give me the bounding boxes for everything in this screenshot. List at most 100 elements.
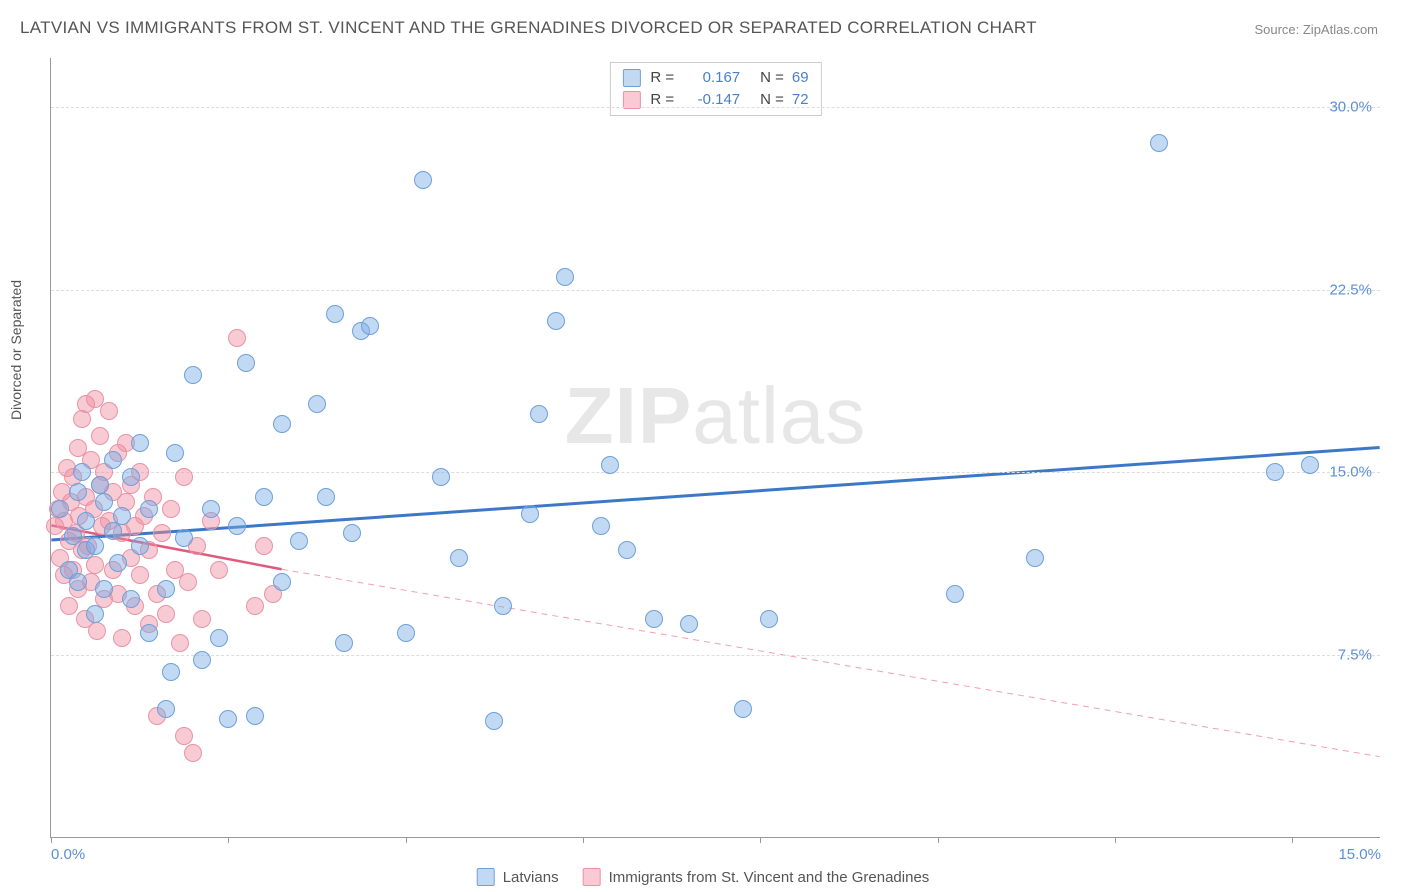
watermark: ZIPatlas	[565, 370, 866, 462]
y-tick-label: 7.5%	[1338, 647, 1372, 664]
data-point	[88, 622, 106, 640]
x-tick	[583, 837, 584, 843]
data-point	[618, 541, 636, 559]
data-point	[91, 427, 109, 445]
data-point	[109, 554, 127, 572]
data-point	[73, 463, 91, 481]
data-point	[246, 597, 264, 615]
x-tick	[1115, 837, 1116, 843]
data-point	[175, 529, 193, 547]
data-point	[153, 524, 171, 542]
data-point	[326, 305, 344, 323]
data-point	[157, 605, 175, 623]
data-point	[95, 493, 113, 511]
data-point	[255, 537, 273, 555]
data-point	[760, 610, 778, 628]
data-point	[1026, 549, 1044, 567]
data-point	[202, 500, 220, 518]
correlation-chart: LATVIAN VS IMMIGRANTS FROM ST. VINCENT A…	[0, 0, 1406, 892]
legend-r-label: R =	[650, 67, 674, 89]
data-point	[162, 500, 180, 518]
data-point	[179, 573, 197, 591]
data-point	[547, 312, 565, 330]
legend-series: Latvians Immigrants from St. Vincent and …	[477, 868, 930, 886]
data-point	[91, 476, 109, 494]
data-point	[308, 395, 326, 413]
data-point	[140, 500, 158, 518]
plot-area: ZIPatlas R =0.167N =69R =-0.147N =72 7.5…	[50, 58, 1380, 838]
data-point	[193, 610, 211, 628]
data-point	[69, 573, 87, 591]
data-point	[228, 329, 246, 347]
data-point	[162, 663, 180, 681]
data-point	[157, 700, 175, 718]
data-point	[1266, 463, 1284, 481]
data-point	[175, 468, 193, 486]
y-tick-label: 30.0%	[1329, 98, 1372, 115]
data-point	[237, 354, 255, 372]
data-point	[131, 566, 149, 584]
data-point	[140, 624, 158, 642]
x-tick	[406, 837, 407, 843]
data-point	[680, 615, 698, 633]
data-point	[592, 517, 610, 535]
data-point	[601, 456, 619, 474]
legend-swatch	[583, 868, 601, 886]
data-point	[734, 700, 752, 718]
data-point	[645, 610, 663, 628]
data-point	[193, 651, 211, 669]
x-tick	[1292, 837, 1293, 843]
legend-stats: R =0.167N =69R =-0.147N =72	[609, 62, 821, 116]
data-point	[64, 527, 82, 545]
legend-swatch	[477, 868, 495, 886]
data-point	[95, 580, 113, 598]
legend-swatch	[622, 69, 640, 87]
data-point	[290, 532, 308, 550]
data-point	[343, 524, 361, 542]
legend-series-label: Latvians	[503, 869, 559, 886]
legend-n-value: 69	[792, 67, 809, 89]
legend-series-label: Immigrants from St. Vincent and the Gren…	[609, 869, 930, 886]
x-tick-label: 15.0%	[1338, 846, 1381, 863]
data-point	[521, 505, 539, 523]
data-point	[414, 171, 432, 189]
data-point	[122, 590, 140, 608]
y-tick-label: 22.5%	[1329, 281, 1372, 298]
gridline	[51, 107, 1380, 108]
legend-r-value: 0.167	[682, 67, 740, 89]
x-tick	[228, 837, 229, 843]
data-point	[77, 512, 95, 530]
data-point	[432, 468, 450, 486]
data-point	[210, 629, 228, 647]
data-point	[166, 444, 184, 462]
legend-stat-row: R = 0.167 N = 69	[622, 67, 808, 89]
x-tick	[51, 837, 52, 843]
data-point	[175, 727, 193, 745]
x-tick	[760, 837, 761, 843]
data-point	[113, 629, 131, 647]
data-point	[113, 507, 131, 525]
data-point	[184, 366, 202, 384]
legend-n-label: N =	[760, 67, 784, 89]
data-point	[219, 710, 237, 728]
data-point	[69, 483, 87, 501]
data-point	[86, 537, 104, 555]
gridline	[51, 655, 1380, 656]
x-tick-label: 0.0%	[51, 846, 85, 863]
data-point	[51, 500, 69, 518]
data-point	[946, 585, 964, 603]
data-point	[104, 451, 122, 469]
data-point	[210, 561, 228, 579]
data-point	[100, 402, 118, 420]
gridline	[51, 290, 1380, 291]
x-tick	[938, 837, 939, 843]
data-point	[255, 488, 273, 506]
gridline	[51, 472, 1380, 473]
data-point	[335, 634, 353, 652]
data-point	[1301, 456, 1319, 474]
legend-series-item: Immigrants from St. Vincent and the Gren…	[583, 868, 930, 886]
data-point	[317, 488, 335, 506]
source-label: Source: ZipAtlas.com	[1254, 22, 1378, 37]
data-point	[485, 712, 503, 730]
data-point	[171, 634, 189, 652]
